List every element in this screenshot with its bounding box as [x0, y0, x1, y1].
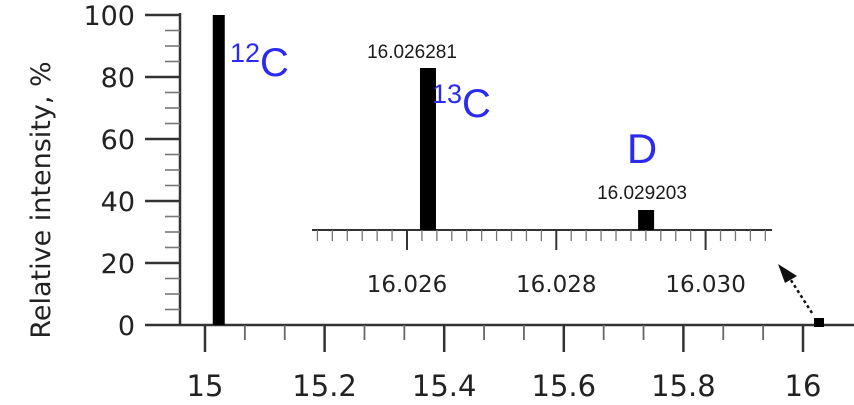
y-tick-label: 100: [83, 1, 135, 32]
y-tick-label: 0: [118, 311, 135, 342]
x-tick-label: 15.6: [532, 369, 597, 403]
y-tick-label: 60: [101, 125, 135, 156]
main-axes: 0 20 40 60 80 100 15 15.2 15.4 15.6 15.8 16: [83, 1, 854, 403]
inset-x-tick-label: 16.026: [367, 272, 447, 298]
y-tick-label: 80: [101, 63, 135, 94]
peak-16-bar: [814, 318, 824, 327]
y-tick-label: 40: [101, 187, 135, 218]
inset-zoom: 16.026 16.028 16.030 16.026281 13C 16.029203 D: [312, 42, 772, 298]
peak-13C-value-label: 16.026281: [367, 42, 457, 63]
y-tick-label: 20: [101, 249, 135, 280]
main-peaks: 12C: [212, 15, 824, 327]
x-tick-label: 15.8: [651, 369, 716, 403]
peak-D-value-label: 16.029203: [597, 183, 687, 204]
peak-D-bar: [638, 210, 655, 230]
y-axis-label: Relative intensity, %: [26, 61, 57, 338]
peak-12C-label: 12C: [230, 38, 289, 85]
peak-D-label: D: [627, 125, 657, 172]
peak-13C-label: 13C: [432, 79, 491, 126]
inset-x-tick-label: 16.030: [665, 272, 745, 298]
peak-13C-bar: [419, 68, 436, 230]
peak-12C-bar: [212, 15, 225, 325]
x-tick-label: 15.2: [292, 369, 357, 403]
pointer-arrowhead: [778, 264, 797, 283]
x-tick-label: 15: [187, 369, 224, 403]
x-tick-label: 16: [785, 369, 822, 403]
pointer-line: [785, 273, 814, 314]
inset-x-tick-label: 16.028: [516, 272, 596, 298]
x-tick-label: 15.4: [412, 369, 477, 403]
zoom-pointer-arrow: [778, 264, 814, 314]
